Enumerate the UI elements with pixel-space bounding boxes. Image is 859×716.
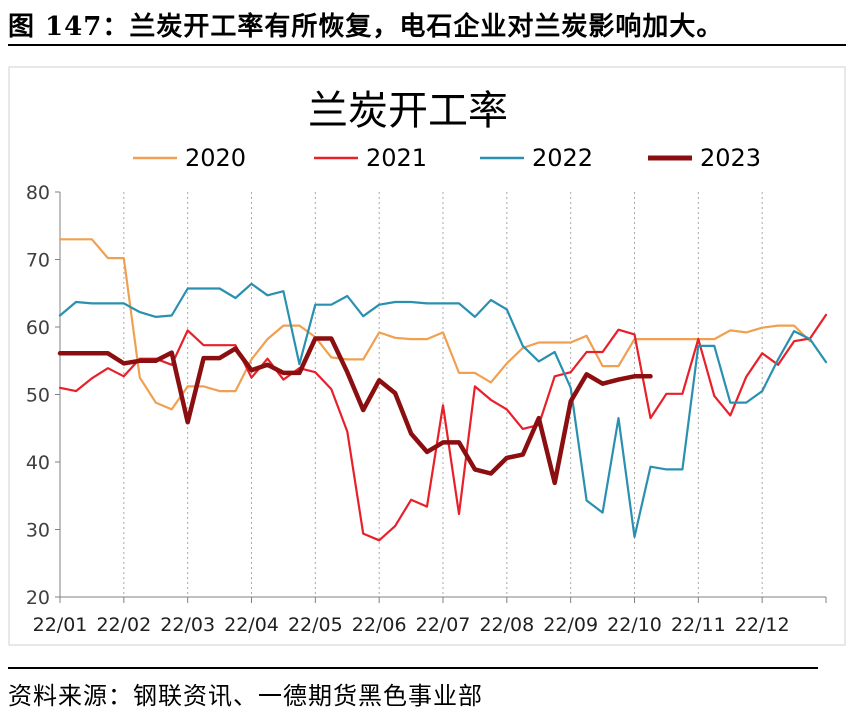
legend-label-2023: 2023 <box>700 144 761 172</box>
title-rule <box>8 44 846 46</box>
x-tick-label: 22/03 <box>160 614 215 636</box>
x-tick-label: 22/04 <box>224 614 279 636</box>
x-tick-label: 22/12 <box>735 614 790 636</box>
y-tick-label: 50 <box>26 385 50 407</box>
y-tick-label: 20 <box>26 587 50 609</box>
axes: 20 30 40 50 60 70 80 22/01 22/02 22/03 22/04 22/05 2… <box>26 182 827 636</box>
y-tick-label: 40 <box>26 452 50 474</box>
figure-title: 图 147：兰炭开工率有所恢复，电石企业对兰炭影响加大。 <box>8 12 724 42</box>
legend: 2020 2021 2022 2023 <box>133 144 761 172</box>
x-tick-label: 22/11 <box>671 614 726 636</box>
x-tick-label: 22/02 <box>96 614 151 636</box>
y-tick-label: 80 <box>26 182 50 204</box>
series-line-2023 <box>57 336 653 486</box>
x-tick-label: 22/10 <box>607 614 662 636</box>
series-line-2022 <box>58 282 828 538</box>
chart-frame <box>8 66 846 646</box>
chart-container: 兰炭开工率 2020 2021 2022 2023 20 30 40 50 60 70 80 22/… <box>8 66 846 646</box>
series-line-2020 <box>58 238 812 411</box>
source-note: 资料来源：钢联资讯、一德期货黑色事业部 <box>8 682 483 710</box>
legend-label-2022: 2022 <box>532 144 593 172</box>
legend-label-2020: 2020 <box>185 144 246 172</box>
y-tick-label: 60 <box>26 317 50 339</box>
y-tick-label: 70 <box>26 250 50 272</box>
line-chart: 兰炭开工率 2020 2021 2022 2023 20 30 40 50 60 70 80 22/… <box>8 66 846 646</box>
y-tick-label: 30 <box>26 520 50 542</box>
chart-title: 兰炭开工率 <box>308 88 508 134</box>
series-line-2021 <box>58 313 828 542</box>
x-tick-label: 22/07 <box>416 614 471 636</box>
x-tick-label: 22/05 <box>288 614 343 636</box>
series-lines <box>57 238 828 542</box>
x-tick-label: 22/08 <box>479 614 534 636</box>
x-tick-label: 22/09 <box>543 614 598 636</box>
x-tick-label: 22/06 <box>352 614 407 636</box>
source-rule <box>8 667 818 669</box>
x-tick-label: 22/01 <box>33 614 88 636</box>
legend-label-2021: 2021 <box>366 144 427 172</box>
